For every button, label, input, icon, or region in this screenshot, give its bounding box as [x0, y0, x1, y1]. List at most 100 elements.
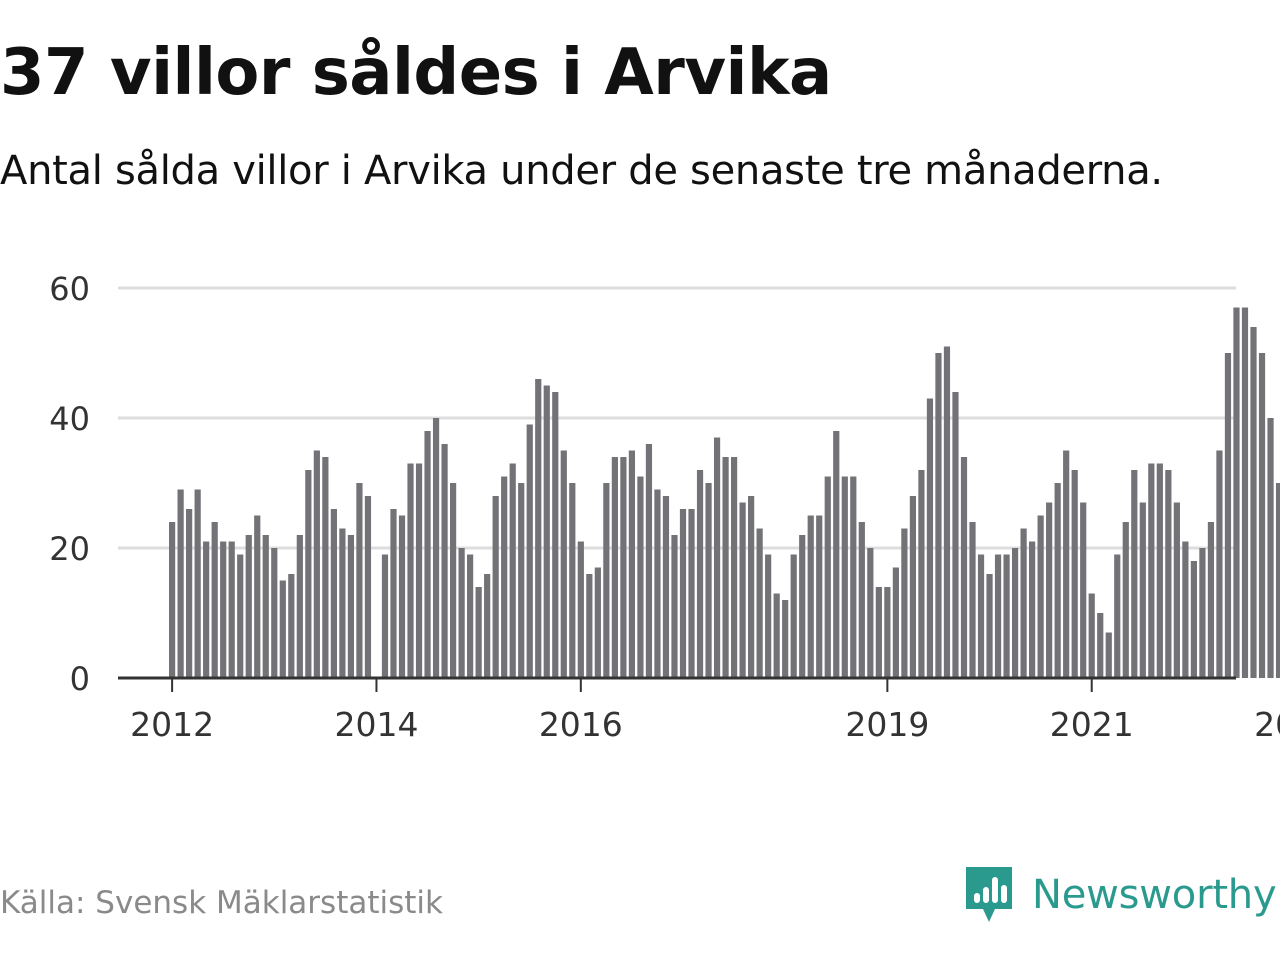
bar	[288, 574, 295, 678]
bar	[1216, 450, 1223, 678]
bar	[458, 548, 465, 678]
bar	[1029, 541, 1036, 678]
bar	[1139, 502, 1146, 678]
bar	[833, 431, 840, 678]
bar	[730, 457, 738, 678]
bar	[501, 476, 508, 678]
bar	[671, 535, 678, 678]
bars	[169, 307, 1280, 678]
bar	[271, 548, 278, 678]
bar	[279, 580, 286, 678]
x-tick-label: 2023	[1254, 705, 1280, 744]
bar	[492, 496, 499, 678]
bar	[254, 515, 261, 678]
x-axis: 2012 2014 2016 2019 2021 2023	[118, 676, 1280, 744]
bar	[518, 483, 525, 678]
bar	[560, 450, 567, 678]
bar	[1071, 470, 1078, 678]
bar	[313, 450, 320, 678]
bar	[305, 470, 312, 678]
chart-title: 37 villor såldes i Arvika	[0, 36, 832, 110]
bar	[228, 541, 235, 678]
bar	[756, 528, 763, 678]
bar	[169, 522, 176, 678]
bar	[875, 587, 882, 678]
y-tick-label: 0	[70, 660, 90, 698]
bar	[1088, 593, 1095, 678]
bar	[943, 346, 951, 678]
bar	[1054, 483, 1061, 678]
bar	[552, 392, 559, 678]
bar-chart-speech-bubble-icon	[966, 867, 1012, 922]
bar	[339, 528, 346, 678]
bar	[790, 554, 797, 678]
bar	[1182, 541, 1189, 678]
bar	[211, 522, 218, 678]
bar	[1097, 613, 1104, 678]
bar	[526, 424, 533, 678]
bar	[688, 509, 695, 678]
bar	[960, 457, 968, 678]
bar	[1003, 554, 1010, 678]
bar	[1250, 327, 1257, 678]
bar	[952, 392, 959, 678]
bar	[994, 554, 1002, 678]
bar	[1199, 548, 1206, 678]
bar	[586, 574, 593, 678]
bar	[407, 463, 414, 678]
bar	[1037, 515, 1044, 678]
bar	[748, 496, 755, 678]
bar	[782, 600, 789, 678]
bar	[441, 444, 448, 678]
bar	[628, 450, 636, 678]
brand-logo[interactable]: Newsworthy	[964, 864, 1277, 926]
bar	[816, 515, 823, 678]
x-tick-label: 2021	[1050, 705, 1134, 744]
bar	[1011, 548, 1019, 678]
bar	[654, 489, 661, 678]
bar	[535, 379, 542, 678]
bar	[1020, 528, 1027, 678]
bar	[322, 457, 329, 678]
bar	[662, 496, 670, 678]
bar	[739, 502, 746, 678]
bar	[1233, 307, 1240, 678]
bar	[415, 463, 423, 678]
bar	[177, 489, 184, 678]
bar	[381, 554, 389, 678]
bar	[679, 509, 687, 678]
bar	[424, 431, 431, 678]
bar	[1267, 418, 1274, 678]
bar	[799, 535, 806, 678]
bar	[569, 483, 576, 678]
bar	[1173, 502, 1180, 678]
bar	[330, 509, 337, 678]
bar	[543, 385, 550, 678]
bar	[935, 353, 942, 678]
bar	[398, 515, 406, 678]
bar	[773, 593, 780, 678]
bar	[220, 541, 227, 678]
bar	[262, 535, 269, 678]
bar	[237, 554, 244, 678]
bar	[713, 437, 721, 678]
bar	[892, 567, 899, 678]
bar	[705, 483, 712, 678]
bar	[475, 587, 482, 678]
bar	[509, 463, 516, 678]
bar	[484, 574, 491, 678]
bar	[1148, 463, 1155, 678]
bar	[620, 457, 627, 678]
bar	[1241, 307, 1249, 678]
bar	[909, 496, 917, 678]
bar	[901, 528, 908, 678]
bar	[841, 476, 848, 678]
y-tick-label: 40	[49, 400, 90, 438]
bar	[1190, 561, 1197, 678]
bar	[858, 522, 865, 678]
bar	[432, 418, 440, 678]
bar	[765, 554, 772, 678]
bar	[467, 554, 474, 678]
x-tick-label: 2012	[130, 705, 214, 744]
